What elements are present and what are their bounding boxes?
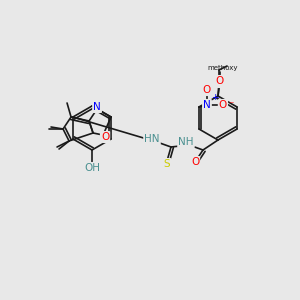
Text: O: O [215, 76, 223, 86]
Text: NH: NH [178, 137, 194, 147]
Text: +: + [211, 93, 218, 102]
Text: O: O [219, 100, 227, 110]
Text: N: N [93, 102, 101, 112]
Text: S: S [164, 159, 170, 169]
Text: N: N [203, 100, 211, 110]
Text: O: O [101, 132, 109, 142]
Text: ⁻: ⁻ [228, 100, 233, 110]
Text: O: O [191, 157, 199, 167]
Text: OH: OH [84, 163, 100, 173]
Text: HN: HN [144, 134, 160, 144]
Text: O: O [203, 85, 211, 95]
Text: O: O [216, 77, 224, 87]
Text: methoxy: methoxy [208, 65, 238, 71]
